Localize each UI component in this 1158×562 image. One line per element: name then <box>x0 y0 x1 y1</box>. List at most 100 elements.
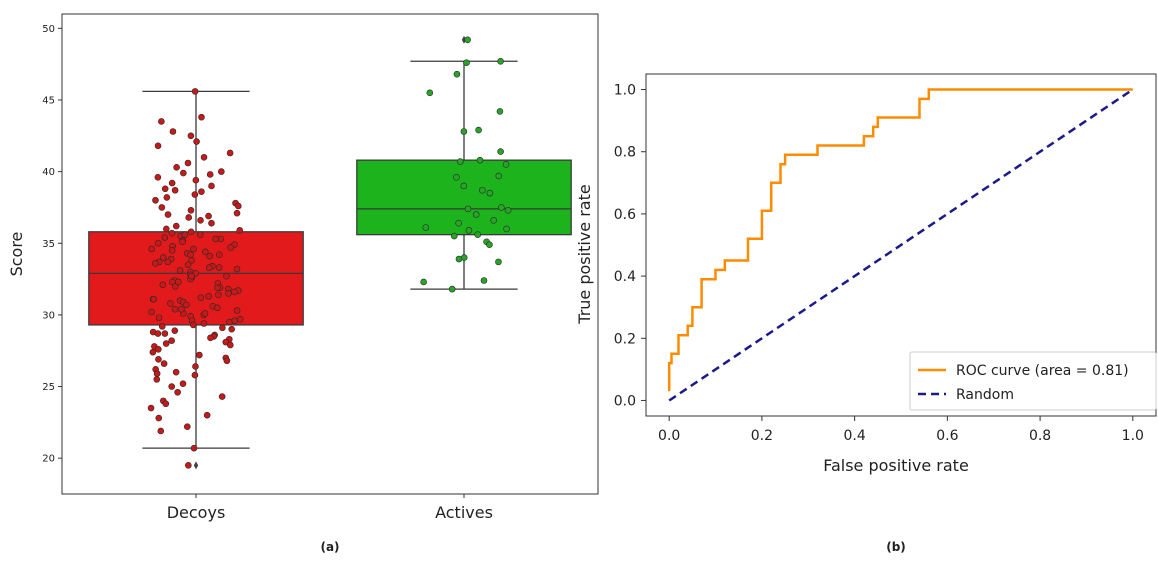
data-point-actives <box>420 278 427 286</box>
data-point-actives <box>496 108 504 115</box>
data-point-decoys <box>161 234 169 241</box>
data-point-decoys <box>168 247 176 254</box>
box-plot-x-ticks: Decoys Actives <box>167 494 493 522</box>
data-point-decoys <box>200 153 208 161</box>
y-tick-label: 0.6 <box>614 207 636 223</box>
data-point-decoys <box>236 227 244 234</box>
data-point-decoys <box>187 228 195 236</box>
data-point-actives <box>463 59 470 67</box>
data-point-decoys <box>164 258 172 266</box>
data-point-decoys <box>169 128 177 135</box>
data-point-decoys <box>184 423 191 430</box>
data-point-decoys <box>160 360 168 367</box>
data-point-actives <box>486 241 493 248</box>
data-point-decoys <box>159 254 167 261</box>
data-point-decoys <box>233 307 241 314</box>
roc-legend: ROC curve (area = 0.81) Random <box>909 351 1157 411</box>
panel-b-label: (b) <box>886 540 906 554</box>
y-tick-label: 50 <box>42 24 55 35</box>
data-point-actives <box>472 211 480 218</box>
data-point-actives <box>476 156 484 164</box>
random-baseline-line <box>668 88 1134 402</box>
data-point-decoys <box>153 376 161 383</box>
data-point-actives <box>497 57 504 65</box>
data-point-decoys <box>197 217 204 224</box>
data-point-decoys <box>197 294 205 302</box>
data-point-decoys <box>214 284 221 291</box>
data-point-decoys <box>187 132 195 140</box>
data-point-decoys <box>196 231 204 238</box>
data-point-decoys <box>184 261 192 269</box>
data-point-decoys <box>189 321 197 329</box>
data-point-decoys <box>233 209 241 217</box>
y-tick-label: 20 <box>42 454 55 465</box>
x-tick-label: 0.6 <box>936 428 958 444</box>
box-actives <box>356 159 572 236</box>
data-point-decoys <box>205 212 212 220</box>
data-point-decoys <box>168 337 175 344</box>
data-point-decoys <box>206 252 214 260</box>
data-point-decoys <box>184 159 192 167</box>
data-point-decoys <box>150 295 157 303</box>
x-tick-label: 0.0 <box>658 428 680 444</box>
data-point-decoys <box>188 272 195 280</box>
data-point-decoys <box>161 185 169 193</box>
data-point-decoys <box>158 204 166 211</box>
data-point-decoys <box>172 222 180 230</box>
data-point-decoys <box>153 370 161 377</box>
data-point-actives <box>464 36 471 44</box>
data-point-decoys <box>155 356 162 363</box>
roc-series <box>667 88 1134 402</box>
data-point-decoys <box>223 272 230 280</box>
data-point-decoys <box>162 340 170 347</box>
x-tick-label: 0.2 <box>751 428 773 444</box>
data-point-decoys <box>159 281 167 289</box>
y-tick-label: 0.4 <box>614 269 636 285</box>
data-point-decoys <box>192 363 199 370</box>
box-plot-panel: 20 25 30 35 40 45 50 Decoys Actives Score (a) <box>7 13 599 554</box>
data-point-decoys <box>223 357 231 365</box>
data-point-decoys <box>149 348 157 356</box>
data-point-decoys <box>168 229 176 237</box>
data-point-decoys <box>198 188 205 195</box>
data-point-decoys <box>148 245 156 253</box>
data-point-actives <box>498 204 505 211</box>
roc-x-label: False positive rate <box>823 456 969 475</box>
data-point-decoys <box>216 251 223 259</box>
roc-y-label: True positive rate <box>575 184 594 324</box>
data-point-actives <box>453 174 460 181</box>
data-point-actives <box>495 172 503 180</box>
data-point-decoys <box>171 186 179 194</box>
data-point-decoys <box>235 202 242 210</box>
data-point-decoys <box>214 304 221 312</box>
data-point-actives <box>465 227 473 234</box>
data-point-decoys <box>214 291 222 299</box>
data-point-decoys <box>158 118 165 125</box>
roc-curve-line <box>667 88 1133 392</box>
data-point-actives <box>448 285 456 293</box>
x-tick-label: Actives <box>435 503 493 522</box>
data-point-actives <box>474 231 482 238</box>
panel-a-label: (a) <box>320 540 339 554</box>
data-point-decoys <box>207 334 214 342</box>
y-tick-label: 45 <box>42 95 55 106</box>
data-point-decoys <box>148 308 155 316</box>
data-point-decoys <box>203 411 211 419</box>
data-point-decoys <box>187 251 194 259</box>
data-point-decoys <box>226 149 234 157</box>
data-point-decoys <box>185 214 193 221</box>
data-point-decoys <box>190 245 197 253</box>
data-point-decoys <box>208 182 215 190</box>
data-point-actives <box>453 70 461 78</box>
legend-label-random: Random <box>956 387 1014 403</box>
data-point-actives <box>460 182 468 190</box>
data-point-decoys <box>172 368 180 376</box>
box-plot-points <box>147 36 512 469</box>
data-point-decoys <box>228 325 235 333</box>
data-point-actives <box>455 219 462 227</box>
data-point-decoys <box>218 168 225 175</box>
data-point-decoys <box>233 265 241 273</box>
data-point-decoys <box>193 138 200 145</box>
data-point-decoys <box>151 260 159 267</box>
